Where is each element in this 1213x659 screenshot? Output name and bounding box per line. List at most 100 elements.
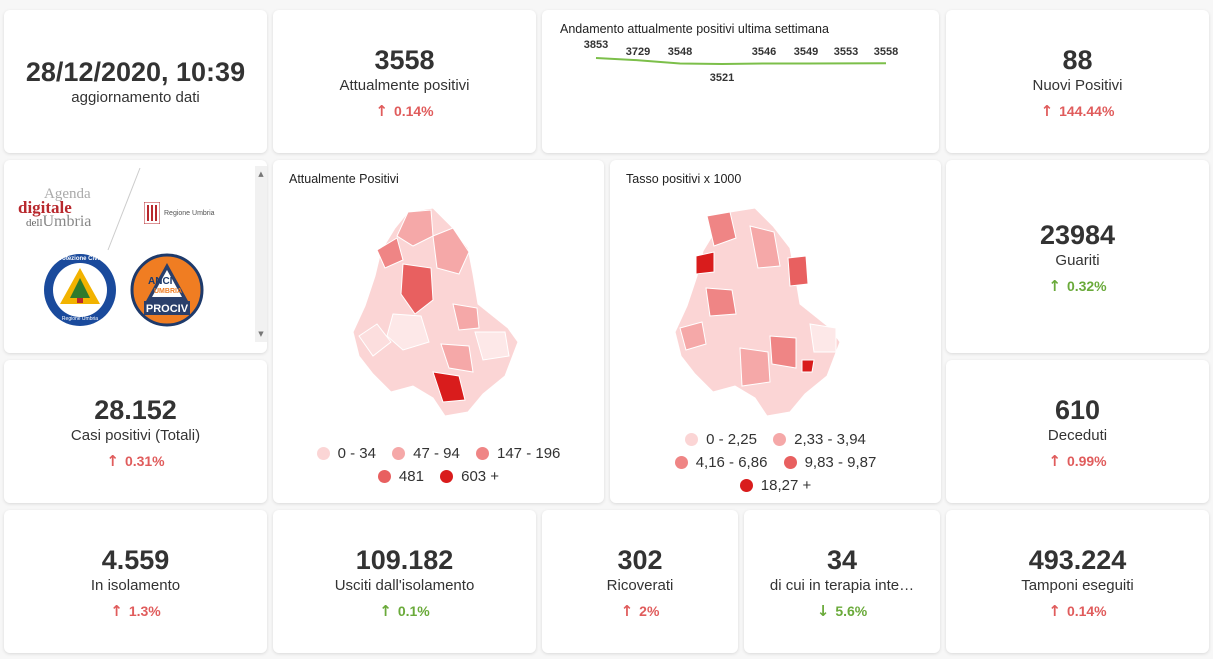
- legend-item[interactable]: 147 - 196: [476, 443, 560, 464]
- arrow-up-icon: ↑: [106, 451, 119, 470]
- kpi-label: In isolamento: [90, 576, 181, 594]
- kpi-delta-value: 0.14%: [393, 102, 434, 119]
- trend-data-label: 3549: [794, 46, 818, 58]
- guariti-card: 23984 Guariti ↑ 0.32%: [946, 160, 1209, 353]
- legend-label: 18,27 +: [760, 477, 812, 494]
- legend-item[interactable]: 0 - 2,25: [685, 429, 757, 450]
- legend-item[interactable]: 9,83 - 9,87: [783, 452, 877, 473]
- kpi-value: 493.224: [1028, 544, 1127, 575]
- kpi-value: 28.152: [94, 394, 177, 425]
- trend-data-label: 3729: [626, 46, 650, 58]
- anci-line2: UMBRIA: [154, 288, 182, 295]
- legend-label: 603 +: [461, 468, 500, 485]
- kpi-label: Attualmente positivi: [339, 76, 470, 94]
- legend-item[interactable]: 603 +: [440, 466, 499, 487]
- legend-item[interactable]: 18,27 +: [739, 475, 812, 496]
- legend-dot-icon: [476, 447, 489, 460]
- trend-data-label: 3546: [752, 46, 776, 58]
- protezione-top-text: Protezione Civile: [55, 256, 105, 262]
- legend-dot-icon: [316, 447, 330, 460]
- legend-label: 9,83 - 9,87: [804, 454, 877, 471]
- kpi-value: 34: [826, 544, 858, 575]
- legend-dot-icon: [739, 479, 753, 492]
- attualmente-positivi-card: 3558 Attualmente positivi ↑ 0.14%: [273, 10, 536, 153]
- trend-data-label: 3558: [874, 46, 898, 58]
- kpi-label: Casi positivi (Totali): [70, 426, 201, 444]
- kpi-delta-value: 0.1%: [397, 602, 430, 619]
- agenda-digitale-logo: Agenda digitale dellUmbria: [18, 186, 118, 236]
- legend-label: 481: [398, 468, 424, 485]
- kpi-delta: ↑ 2%: [621, 602, 660, 620]
- arrow-up-icon: ↑: [375, 101, 388, 120]
- legend-item[interactable]: 0 - 34: [316, 443, 376, 464]
- arrow-up-icon: ↑: [1048, 601, 1061, 620]
- kpi-delta-value: 144.44%: [1059, 102, 1115, 119]
- legend-dot-icon: [773, 433, 787, 446]
- umbria-map[interactable]: [273, 196, 604, 436]
- terapia-intensiva-card: 34 di cui in terapia inte… ↓ 5.6%: [744, 510, 940, 653]
- umbria-map[interactable]: [610, 196, 941, 436]
- arrow-up-icon: ↑: [1040, 101, 1054, 120]
- kpi-label: Guariti: [1055, 251, 1100, 269]
- update-card: 28/12/2020, 10:39 aggiornamento dati: [4, 10, 267, 153]
- map-title: Attualmente Positivi: [289, 172, 399, 186]
- scroll-up-icon[interactable]: ▲: [258, 170, 264, 178]
- legend-item[interactable]: 4,16 - 6,86: [674, 452, 768, 473]
- kpi-delta: ↓ 5.6%: [817, 602, 868, 620]
- kpi-delta-value: 2%: [639, 602, 660, 619]
- kpi-label: Deceduti: [1047, 426, 1108, 444]
- legend-item[interactable]: 481: [377, 466, 424, 487]
- legend-dot-icon: [685, 433, 699, 446]
- kpi-value: 88: [1062, 44, 1093, 75]
- trend-data-label: 3521: [710, 72, 734, 84]
- legend-label: 2,33 - 3,94: [794, 431, 866, 448]
- nuovi-positivi-card: 88 Nuovi Positivi ↑ 144.44%: [946, 10, 1209, 153]
- agenda-line1: Agenda: [44, 186, 91, 202]
- legend-dot-icon: [674, 456, 688, 469]
- regione-label: Regione Umbria: [164, 209, 215, 217]
- legend-dot-icon: [377, 470, 391, 483]
- logo-divider: [107, 167, 141, 251]
- map-title: Tasso positivi x 1000: [626, 172, 742, 186]
- kpi-value: 610: [1054, 394, 1101, 425]
- legend-label: 4,16 - 6,86: [695, 454, 768, 471]
- casi-totali-card: 28.152 Casi positivi (Totali) ↑ 0.31%: [4, 360, 267, 503]
- logos-card[interactable]: Agenda digitale dellUmbria Regione Umbri…: [4, 160, 267, 353]
- agenda-line3: dellUmbria: [26, 213, 91, 231]
- kpi-delta: ↑ 0.32%: [1048, 277, 1106, 295]
- arrow-up-icon: ↑: [379, 601, 392, 620]
- kpi-label: Nuovi Positivi: [1032, 76, 1123, 94]
- kpi-delta: ↑ 0.14%: [375, 102, 433, 120]
- isolamento-card: 4.559 In isolamento ↑ 1.3%: [4, 510, 267, 653]
- kpi-delta: ↑ 0.1%: [379, 602, 430, 620]
- scroll-down-icon[interactable]: ▼: [258, 330, 264, 338]
- arrow-up-icon: ↑: [620, 601, 634, 620]
- trend-data-label: 3553: [834, 46, 858, 58]
- legend-dot-icon: [392, 447, 406, 460]
- ricoverati-card: 302 Ricoverati ↑ 2%: [542, 510, 738, 653]
- update-time: 28/12/2020, 10:39: [25, 56, 246, 87]
- legend-label: 147 - 196: [497, 445, 561, 462]
- logos-scrollbar[interactable]: ▲ ▼: [255, 166, 267, 342]
- kpi-delta-value: 0.31%: [124, 452, 165, 469]
- legend-label: 0 - 2,25: [706, 431, 757, 448]
- kpi-label: di cui in terapia inte…: [769, 576, 915, 594]
- legend-label: 0 - 34: [337, 445, 376, 462]
- map-legend: 0 - 34 47 - 94 147 - 196 481 603 +: [273, 443, 604, 489]
- legend-item[interactable]: 2,33 - 3,94: [773, 429, 866, 450]
- agenda-line3b: Umbria: [42, 213, 92, 230]
- update-label: aggiornamento dati: [71, 88, 200, 106]
- kpi-label: Ricoverati: [606, 576, 674, 594]
- regione-emblem-icon: [144, 202, 160, 224]
- kpi-value: 23984: [1039, 219, 1116, 250]
- kpi-value: 109.182: [355, 544, 454, 575]
- tamponi-card: 493.224 Tamponi eseguiti ↑ 0.14%: [946, 510, 1209, 653]
- regione-umbria-logo: Regione Umbria: [144, 202, 215, 224]
- trend-data-label: 3853: [584, 39, 608, 51]
- trend-data-label: 3548: [668, 46, 692, 58]
- legend-item[interactable]: 47 - 94: [392, 443, 460, 464]
- deceduti-card: 610 Deceduti ↑ 0.99%: [946, 360, 1209, 503]
- kpi-delta: ↑ 0.99%: [1048, 452, 1106, 470]
- arrow-up-icon: ↑: [1048, 276, 1061, 295]
- arrow-up-icon: ↑: [110, 601, 123, 620]
